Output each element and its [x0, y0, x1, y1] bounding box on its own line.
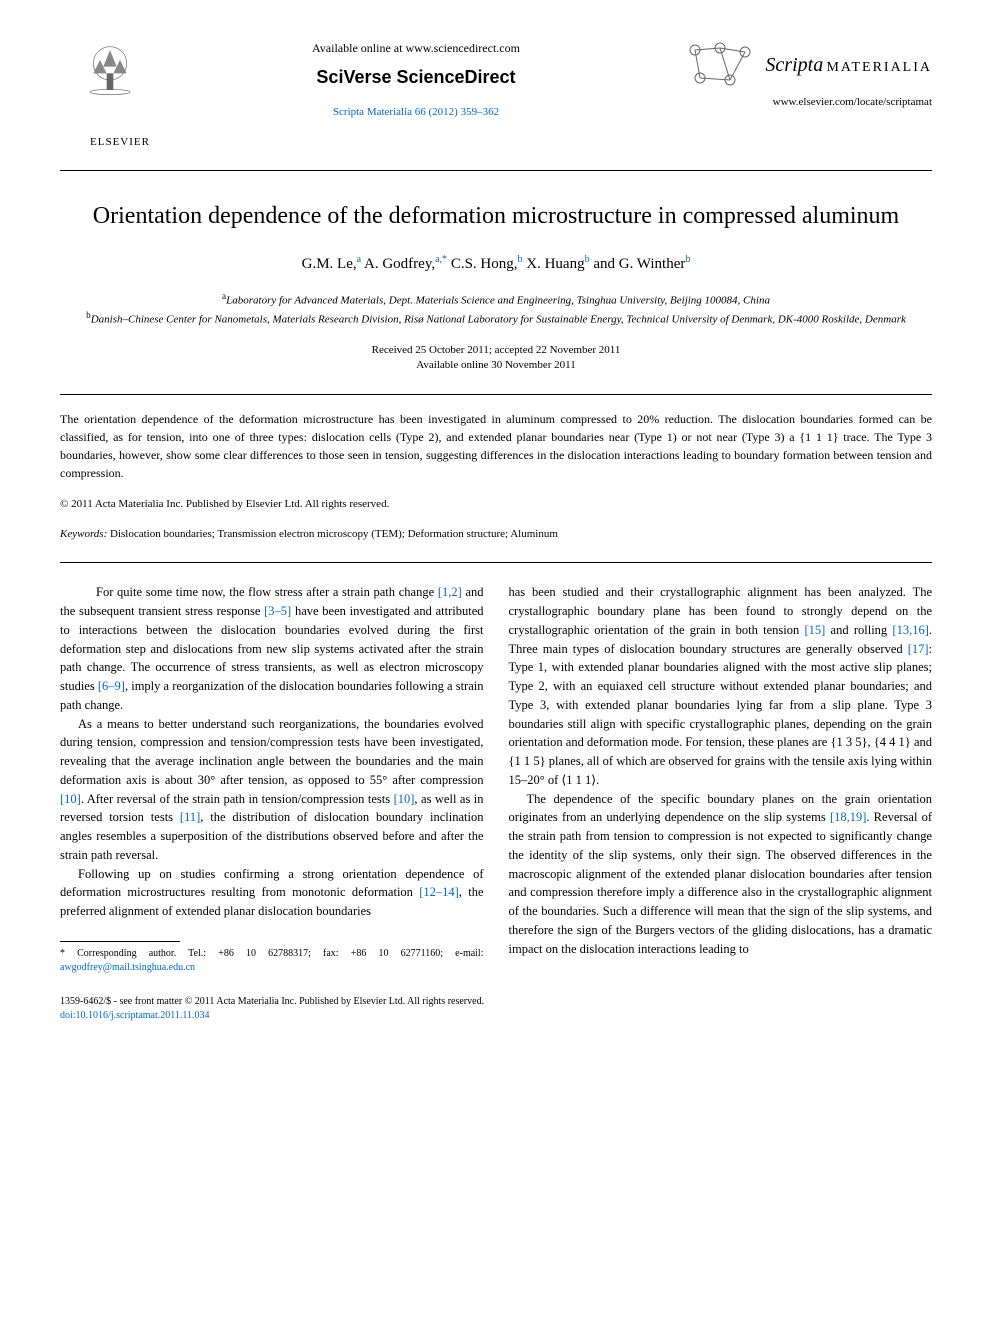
received-date: Received 25 October 2011; accepted 22 No…	[372, 344, 621, 356]
elsevier-tree-icon	[80, 40, 160, 130]
sciverse-logo: SciVerse ScienceDirect	[200, 65, 632, 90]
para-3: Following up on studies confirming a str…	[60, 865, 484, 921]
right-column: has been studied and their crystallograp…	[509, 583, 933, 975]
abstract-bottom-rule	[60, 562, 932, 563]
lattice-icon	[685, 40, 755, 90]
header-rule	[60, 170, 932, 171]
ref-link[interactable]: [18,19]	[830, 810, 866, 824]
doi-link[interactable]: doi:10.1016/j.scriptamat.2011.11.034	[60, 1009, 932, 1023]
and-text: and	[593, 256, 615, 272]
header-center: Available online at www.sciencedirect.co…	[180, 40, 652, 120]
author-3-affil[interactable]: b	[518, 254, 523, 265]
online-date: Available online 30 November 2011	[416, 359, 575, 371]
para-1: For quite some time now, the flow stress…	[60, 583, 484, 714]
author-5-affil[interactable]: b	[685, 254, 690, 265]
para-2: As a means to better understand such reo…	[60, 715, 484, 865]
left-column: For quite some time now, the flow stress…	[60, 583, 484, 975]
keywords-block: Keywords: Dislocation boundaries; Transm…	[60, 527, 932, 542]
ref-link[interactable]: [11]	[180, 810, 200, 824]
author-2-affil[interactable]: a,*	[435, 254, 447, 265]
ref-link[interactable]: [12–14]	[419, 885, 459, 899]
author-4: X. Huang	[526, 256, 584, 272]
elsevier-label: ELSEVIER	[60, 135, 180, 150]
ref-link[interactable]: [3–5]	[264, 604, 291, 618]
available-online-text: Available online at www.sciencedirect.co…	[200, 40, 632, 57]
corresponding-author: * Corresponding author. Tel.: +86 10 627…	[60, 947, 484, 975]
keywords-text: Dislocation boundaries; Transmission ele…	[110, 528, 558, 540]
keywords-label: Keywords:	[60, 528, 107, 540]
abstract-top-rule	[60, 394, 932, 395]
ref-link[interactable]: [1,2]	[438, 585, 462, 599]
footnote-rule	[60, 941, 180, 942]
body-columns: For quite some time now, the flow stress…	[60, 583, 932, 975]
ref-link[interactable]: [13,16]	[892, 623, 928, 637]
author-4-affil[interactable]: b	[585, 254, 590, 265]
journal-header: ELSEVIER Available online at www.science…	[60, 40, 932, 150]
affiliation-a: Laboratory for Advanced Materials, Dept.…	[226, 294, 770, 306]
issn-text: 1359-6462/$ - see front matter © 2011 Ac…	[60, 995, 932, 1009]
affiliation-b: Danish–Chinese Center for Nanometals, Ma…	[91, 313, 906, 325]
para-4: has been studied and their crystallograp…	[509, 583, 933, 789]
author-5: G. Winther	[619, 256, 686, 272]
email-link[interactable]: awgodfrey@mail.tsinghua.edu.cn	[60, 962, 195, 973]
author-3: C.S. Hong,	[451, 256, 518, 272]
author-1-affil[interactable]: a	[357, 254, 361, 265]
ref-link[interactable]: [6–9]	[98, 679, 125, 693]
scripta-logo: Scripta MATERIALIA	[652, 40, 932, 90]
affiliations: aLaboratory for Advanced Materials, Dept…	[60, 290, 932, 328]
journal-logo-block: Scripta MATERIALIA www.elsevier.com/loca…	[652, 40, 932, 110]
journal-reference[interactable]: Scripta Materialia 66 (2012) 359–362	[200, 105, 632, 120]
materialia-text: MATERIALIA	[826, 60, 932, 75]
scripta-text: Scripta	[765, 54, 823, 76]
copyright-text: © 2011 Acta Materialia Inc. Published by…	[60, 497, 932, 512]
ref-link[interactable]: [15]	[804, 623, 825, 637]
author-1: G.M. Le,	[302, 256, 357, 272]
ref-link[interactable]: [10]	[60, 792, 81, 806]
para-5: The dependence of the specific boundary …	[509, 790, 933, 959]
author-2: A. Godfrey,	[364, 256, 435, 272]
publisher-logo-block: ELSEVIER	[60, 40, 180, 150]
article-title: Orientation dependence of the deformatio…	[60, 201, 932, 232]
journal-url[interactable]: www.elsevier.com/locate/scriptamat	[652, 95, 932, 110]
ref-link[interactable]: [17]	[908, 642, 929, 656]
abstract-text: The orientation dependence of the deform…	[60, 410, 932, 482]
author-list: G.M. Le,a A. Godfrey,a,* C.S. Hong,b X. …	[60, 253, 932, 275]
ref-link[interactable]: [10]	[394, 792, 415, 806]
footer-info: 1359-6462/$ - see front matter © 2011 Ac…	[60, 995, 932, 1023]
article-dates: Received 25 October 2011; accepted 22 No…	[60, 343, 932, 374]
